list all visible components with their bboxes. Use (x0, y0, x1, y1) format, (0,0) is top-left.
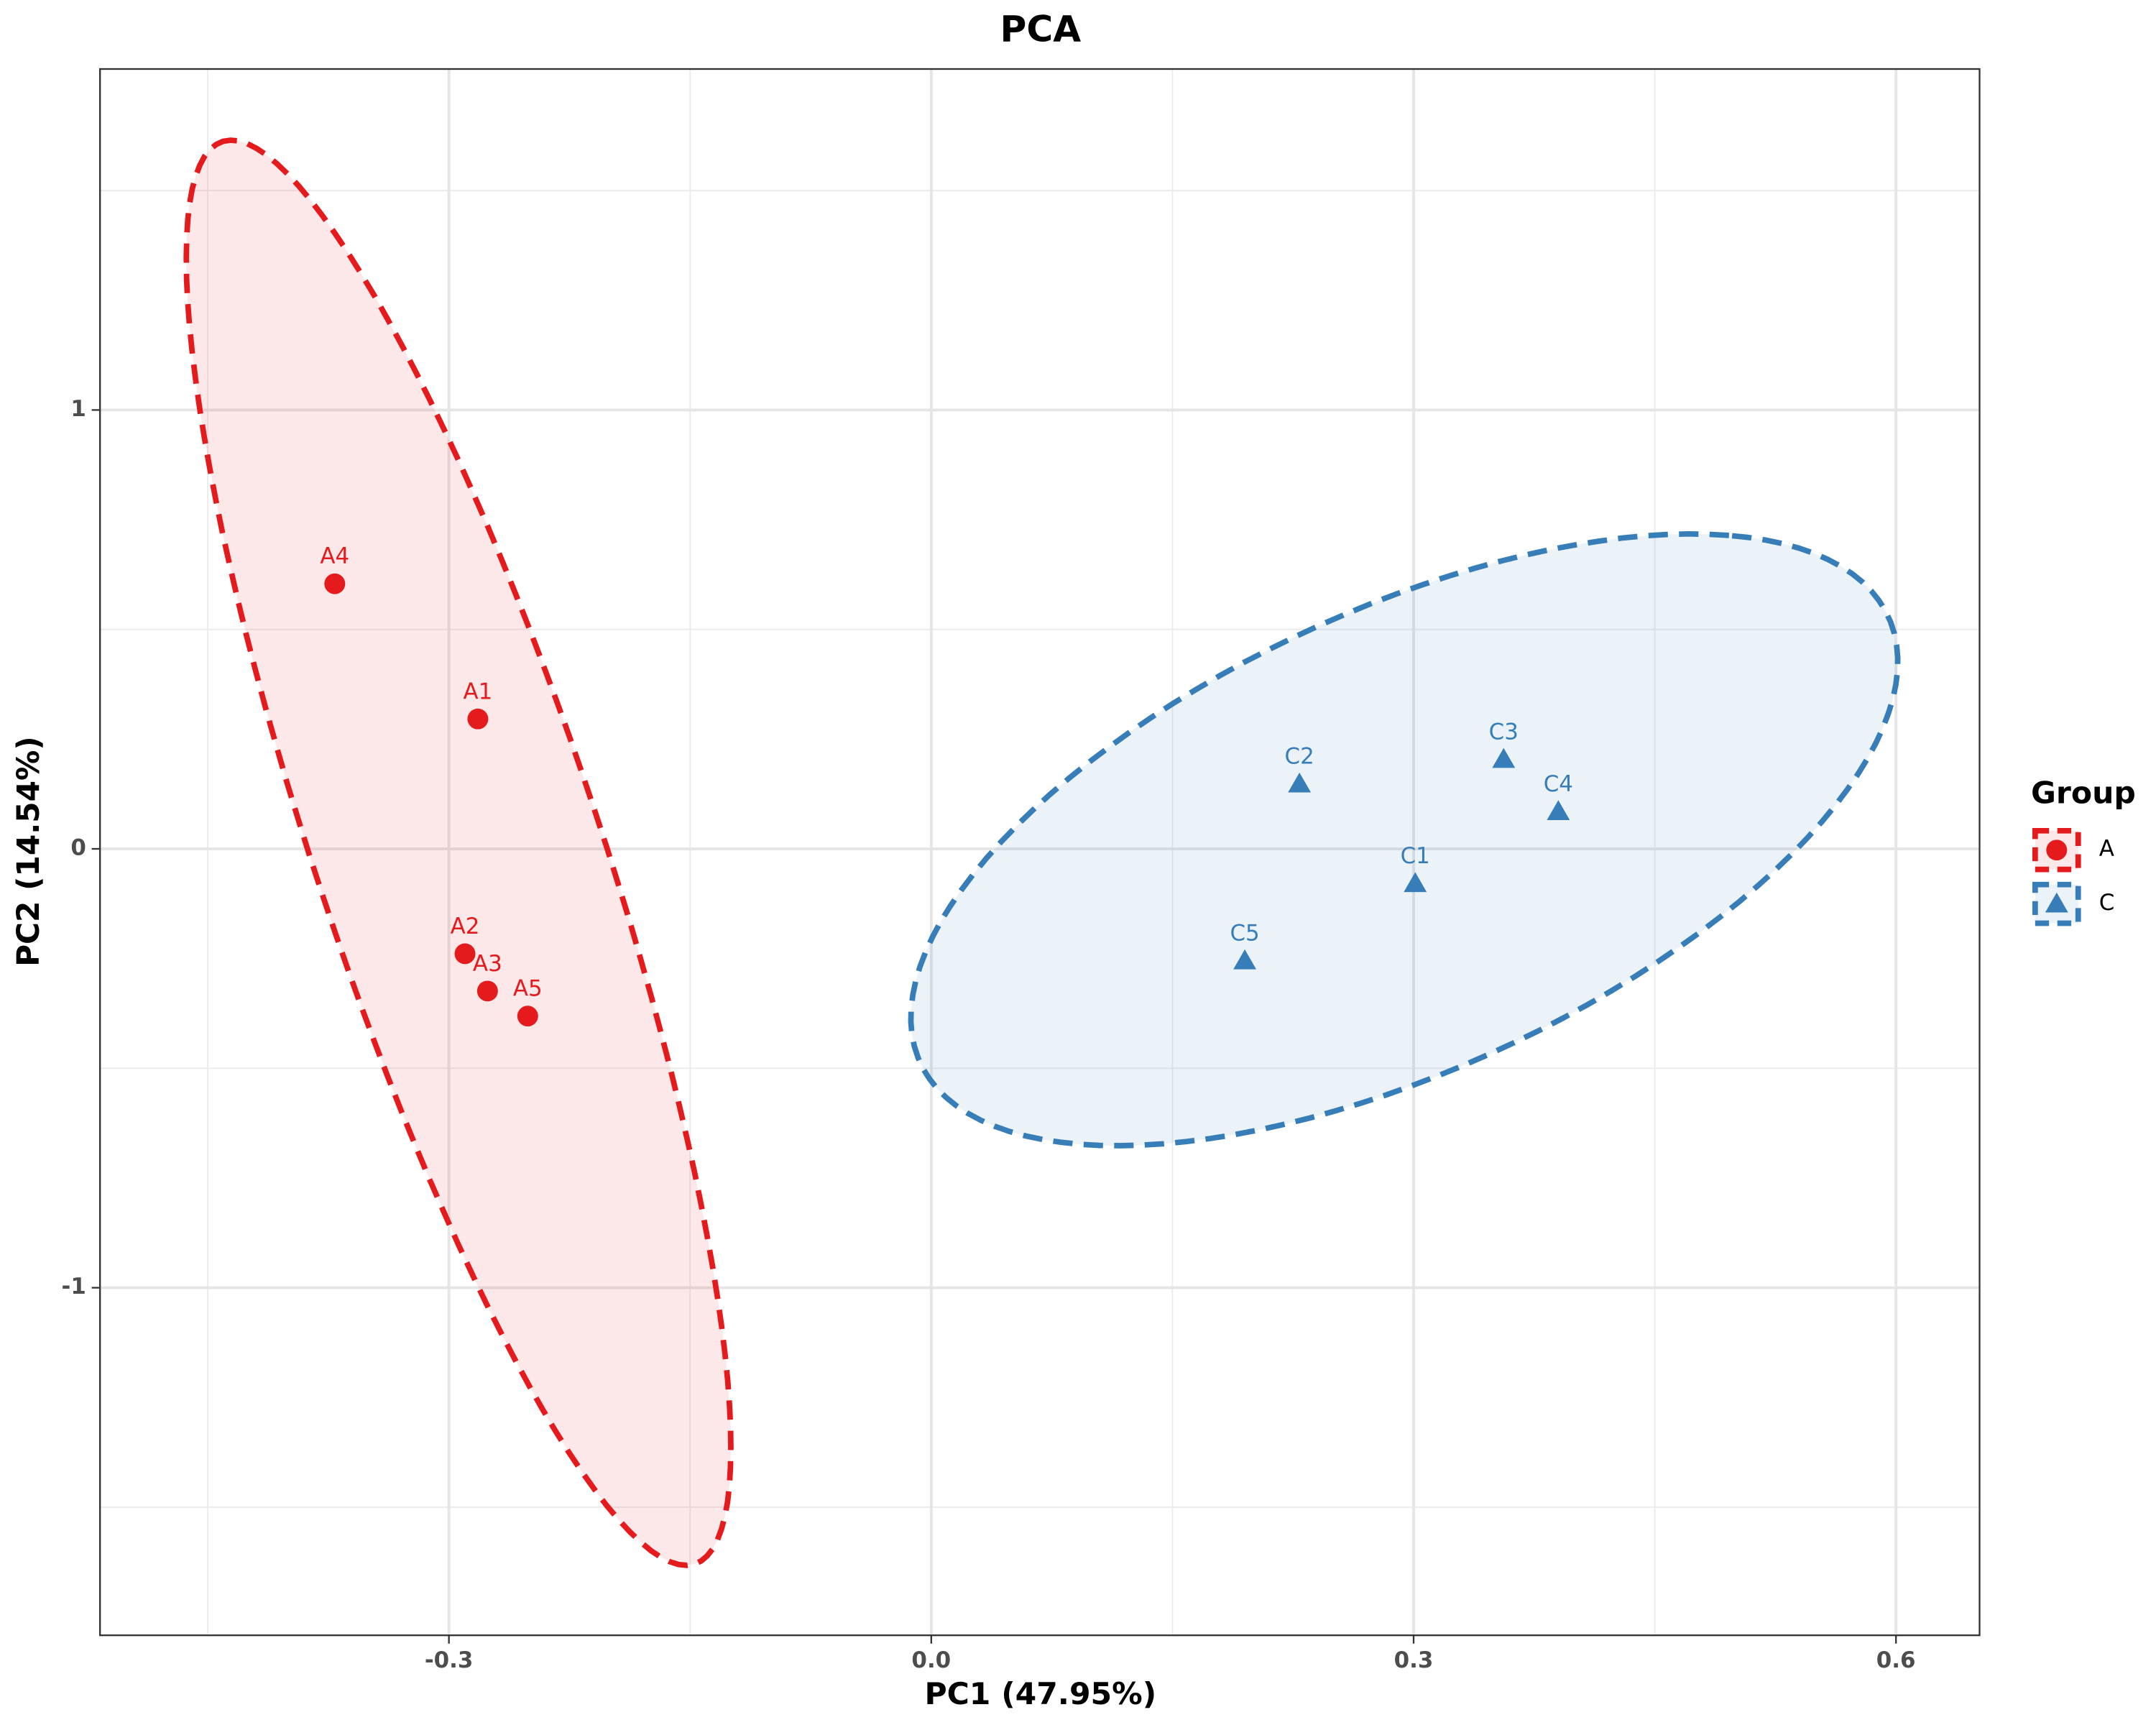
point (467, 708, 489, 730)
x-tick-label: 0.0 (911, 1647, 951, 1673)
point-label: C1 (1401, 843, 1430, 869)
point-label: C4 (1544, 771, 1573, 797)
confidence-ellipse (183, 137, 734, 1568)
grid (100, 69, 1980, 1636)
point-label: A1 (464, 678, 493, 704)
legend-label: A (2099, 836, 2114, 862)
point (517, 1006, 538, 1027)
point (324, 573, 346, 594)
confidence-ellipse (908, 531, 1901, 1149)
y-axis-title: PC2 (14.54%) (11, 736, 46, 967)
y-tick-label: 1 (70, 396, 86, 422)
point-label: A3 (473, 951, 502, 977)
point (1492, 748, 1516, 768)
x-axis-title: PC1 (47.95%) (924, 1676, 1156, 1711)
point-label: C3 (1489, 719, 1519, 745)
x-tick-label: 0.6 (1876, 1647, 1916, 1673)
point (454, 943, 476, 965)
point (1547, 800, 1570, 821)
legend-label: C (2099, 890, 2115, 916)
point (1288, 772, 1312, 793)
legend-title: Group (2031, 776, 2136, 811)
plot-border (99, 68, 1981, 1637)
point-label: C5 (1230, 921, 1259, 947)
point-label: C2 (1285, 744, 1314, 770)
x-tick-label: 0.3 (1394, 1647, 1434, 1673)
point-label: A4 (320, 543, 349, 569)
y-tick-label: 0 (70, 835, 86, 861)
legend-marker (2045, 892, 2068, 913)
point (1233, 949, 1257, 970)
legend-marker (2046, 840, 2068, 861)
point-label: A2 (451, 914, 480, 939)
point-label: A5 (513, 976, 543, 1002)
y-tick-label: -1 (61, 1274, 86, 1300)
chart-title: PCA (1000, 9, 1082, 50)
x-tick-label: -0.3 (425, 1647, 474, 1673)
point (1404, 872, 1427, 893)
point (476, 980, 498, 1002)
